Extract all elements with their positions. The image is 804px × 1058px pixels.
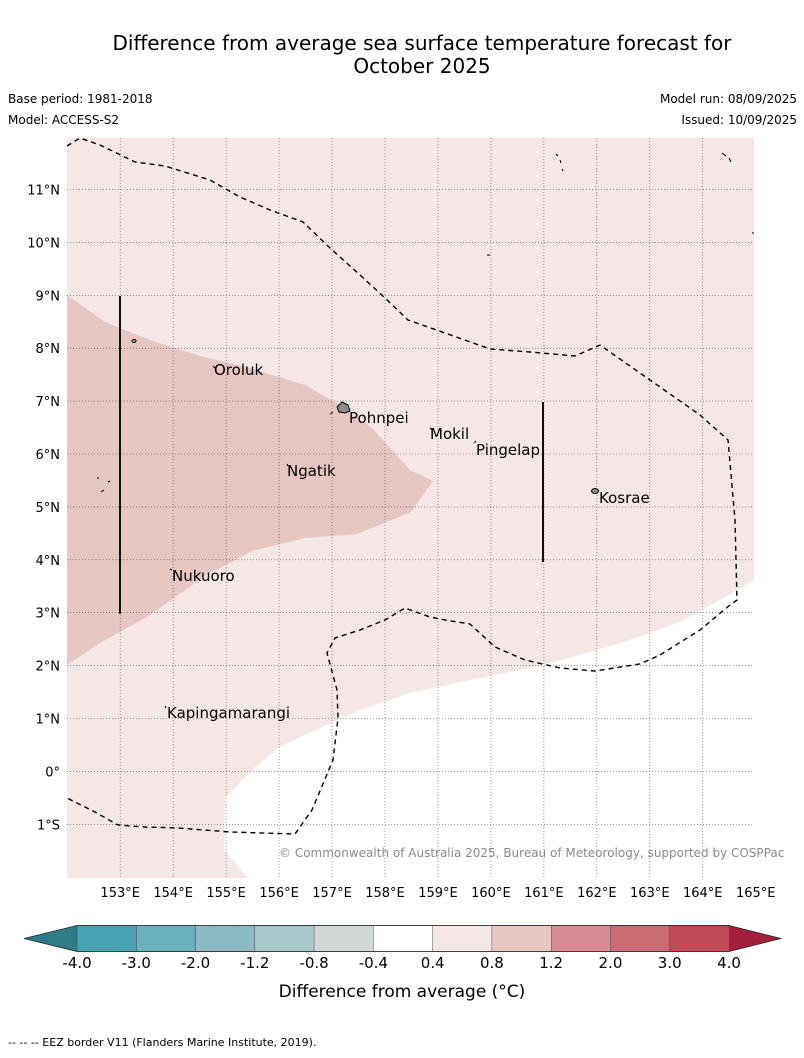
islands bbox=[97, 152, 754, 709]
kosrae-island-shape bbox=[591, 488, 599, 494]
longitude-label: 156°E bbox=[259, 886, 299, 901]
colorbar-segments bbox=[24, 925, 781, 952]
model-run: Model run: 08/09/2025 bbox=[659, 92, 797, 106]
longitude-label: 157°E bbox=[312, 886, 352, 901]
colorbar-segment bbox=[195, 925, 256, 952]
colorbar-tick-label: 2.0 bbox=[599, 954, 623, 972]
colorbar-tick-label: -3.0 bbox=[122, 954, 151, 972]
colorbar-title: Difference from average (°C) bbox=[279, 982, 526, 1002]
colorbar: -4.0 -3.0 -2.0 -1.2 -0.8 -0.4 0.4 0.8 1.2 2.0 3.0 4… bbox=[23, 925, 782, 1002]
title-line-2: October 2025 bbox=[353, 54, 491, 78]
colorbar-labels: -4.0 -3.0 -2.0 -1.2 -0.8 -0.4 0.4 0.8 1.2 2.0 3.0 4… bbox=[62, 954, 741, 972]
latitude-label: 2°N bbox=[36, 660, 61, 675]
colorbar-tick-label: 1.2 bbox=[539, 954, 563, 972]
islet-shape bbox=[97, 477, 111, 493]
title-line-1: Difference from average sea surface temp… bbox=[112, 31, 732, 55]
longitude-label: 161°E bbox=[524, 886, 564, 901]
longitude-label: 162°E bbox=[577, 886, 617, 901]
colorbar-tick-label: -2.0 bbox=[181, 954, 210, 972]
colorbar-segment bbox=[432, 925, 493, 952]
longitude-label: 158°E bbox=[365, 886, 405, 901]
map-area bbox=[67, 138, 754, 878]
place-label-kapingamarangi: Kapingamarangi bbox=[167, 704, 290, 722]
place-label-nukuoro: Nukuoro bbox=[172, 567, 235, 585]
latitude-label: 7°N bbox=[36, 395, 61, 410]
place-label-oroluk: Oroluk bbox=[214, 361, 263, 379]
place-label-kosrae: Kosrae bbox=[599, 489, 650, 507]
latitude-label: 5°N bbox=[36, 501, 61, 516]
colorbar-tick-label: -4.0 bbox=[62, 954, 91, 972]
colorbar-tick-label: -0.8 bbox=[299, 954, 328, 972]
colorbar-segment bbox=[373, 925, 434, 952]
issued-date: Issued: 10/09/2025 bbox=[681, 113, 797, 127]
longitude-label: 160°E bbox=[471, 886, 511, 901]
colorbar-tick-label: 0.4 bbox=[421, 954, 445, 972]
islet-shape bbox=[555, 153, 564, 172]
islet-shape bbox=[329, 411, 334, 415]
islet-shape bbox=[131, 339, 137, 343]
latitude-label: 1°N bbox=[36, 713, 61, 728]
eez-borders bbox=[67, 138, 738, 835]
base-period: Base period: 1981-2018 bbox=[8, 92, 153, 106]
model-name: Model: ACCESS-S2 bbox=[8, 113, 120, 127]
latitude-label: 6°N bbox=[36, 448, 61, 463]
colorbar-segment bbox=[550, 925, 611, 952]
map-title: Difference from average sea surface temp… bbox=[60, 32, 784, 78]
place-labels: Oroluk Pohnpei Mokil Pingelap Ngatik Kos… bbox=[167, 361, 650, 722]
colorbar-tick-label: -1.2 bbox=[240, 954, 269, 972]
colorbar-tick-label: 3.0 bbox=[658, 954, 682, 972]
place-label-mokil: Mokil bbox=[430, 425, 469, 443]
eez-border-south bbox=[67, 604, 731, 835]
graticule bbox=[67, 138, 754, 878]
colorbar-segment bbox=[136, 925, 197, 952]
anomaly-region-0-8-to-1-2 bbox=[67, 295, 433, 665]
colorbar-segment bbox=[76, 925, 137, 952]
place-label-pingelap: Pingelap bbox=[476, 441, 540, 459]
latitude-label: 3°N bbox=[36, 607, 61, 622]
latitude-label: 9°N bbox=[36, 289, 61, 304]
map-figure: Oroluk Pohnpei Mokil Pingelap Ngatik Kos… bbox=[23, 138, 784, 1002]
longitude-label: 155°E bbox=[206, 886, 246, 901]
longitude-label: 163°E bbox=[630, 886, 670, 901]
place-label-ngatik: Ngatik bbox=[287, 462, 336, 480]
longitude-label: 153°E bbox=[100, 886, 140, 901]
pohnpei-island-shape bbox=[336, 401, 351, 414]
colorbar-segment bbox=[491, 925, 552, 952]
colorbar-segment bbox=[669, 925, 730, 952]
latitude-label: 8°N bbox=[36, 342, 61, 357]
longitude-label: 164°E bbox=[683, 886, 723, 901]
latitude-labels: 11°N 10°N 9°N 8°N 7°N 6°N 5°N 4°N 3°N 2°N 1°N 0° 1°S bbox=[27, 184, 60, 834]
longitude-label: 159°E bbox=[418, 886, 458, 901]
islet-shape bbox=[721, 152, 732, 163]
latitude-label: 10°N bbox=[27, 236, 60, 251]
colorbar-extend-max bbox=[729, 925, 781, 952]
colorbar-tick-label: -0.4 bbox=[359, 954, 388, 972]
eez-legend-note: -- -- -- EEZ border V11 (Flanders Marine… bbox=[8, 1036, 317, 1049]
colorbar-extend-min bbox=[24, 925, 77, 952]
eez-border-north bbox=[67, 138, 738, 606]
latitude-label: 4°N bbox=[36, 554, 61, 569]
colorbar-segment bbox=[610, 925, 671, 952]
colorbar-tick-label: 4.0 bbox=[717, 954, 741, 972]
colorbar-outline bbox=[23, 925, 782, 952]
colorbar-segment bbox=[254, 925, 315, 952]
longitude-label: 154°E bbox=[153, 886, 193, 901]
copyright-notice: © Commonwealth of Australia 2025, Bureau… bbox=[279, 846, 784, 860]
islet-shape bbox=[164, 365, 477, 709]
colorbar-tick-label: 0.8 bbox=[480, 954, 504, 972]
latitude-label: 1°S bbox=[37, 818, 60, 833]
latitude-label: 11°N bbox=[27, 184, 60, 199]
latitude-label: 0° bbox=[45, 765, 60, 780]
place-label-pohnpei: Pohnpei bbox=[349, 409, 409, 427]
longitude-labels: 153°E 154°E 155°E 156°E 157°E 158°E 159°E 160°E… bbox=[100, 886, 775, 901]
colorbar-segment bbox=[313, 925, 374, 952]
longitude-label: 165°E bbox=[736, 886, 776, 901]
